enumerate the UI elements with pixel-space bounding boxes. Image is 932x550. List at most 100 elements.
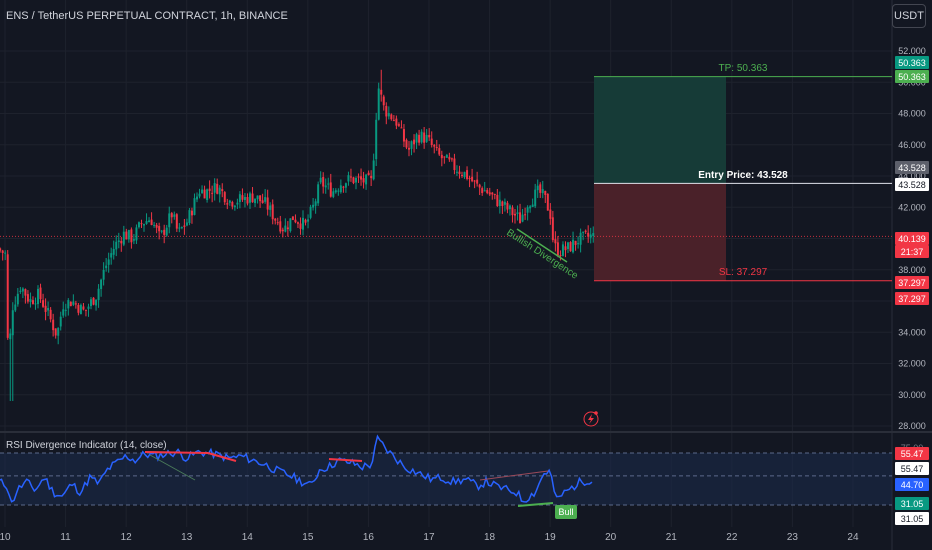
candle-body (52, 319, 55, 331)
candle-body (213, 183, 216, 193)
price-axis[interactable]: 52.00050.00048.00046.00044.00042.00040.0… (895, 46, 929, 525)
divergence-line (516, 228, 568, 263)
candle-body (221, 189, 224, 192)
candle-body (342, 186, 345, 188)
candle-body (357, 176, 360, 178)
price-tag-text: 43.528 (898, 180, 926, 190)
candle-body (127, 230, 130, 240)
candle-body (370, 175, 373, 179)
candle-body (352, 177, 355, 184)
rsi-tag: 31.05 (895, 497, 929, 510)
time-tick-label: 14 (242, 532, 254, 543)
candle-body (476, 179, 479, 184)
candle-body (461, 174, 464, 176)
price-tick-label: 38.000 (898, 265, 926, 275)
candle-body (254, 198, 257, 204)
candle-body (54, 328, 57, 336)
candle-body (448, 156, 451, 160)
candle-body (511, 207, 514, 216)
candle-body (493, 193, 496, 195)
candle-body (360, 176, 363, 180)
candle-body (304, 219, 307, 223)
candle-body (423, 132, 426, 143)
candle-body (314, 201, 317, 206)
candle-body (74, 303, 77, 305)
candle-body (466, 170, 469, 179)
candle-body (551, 217, 554, 241)
candle-body (566, 242, 569, 249)
candle-body (145, 221, 148, 224)
lightning-icon[interactable] (583, 411, 599, 427)
candle-body (115, 241, 118, 250)
candle-body (544, 190, 547, 195)
candle-body (483, 190, 486, 192)
candle-body (82, 306, 85, 310)
candle-body (344, 183, 347, 188)
candle-body (274, 218, 277, 221)
candle-body (559, 255, 562, 257)
candle-body (158, 226, 161, 232)
candle-body (365, 174, 368, 185)
candle-body (249, 193, 252, 203)
time-tick-label: 15 (302, 532, 314, 543)
candle-body (385, 106, 388, 117)
price-tag-text: 40.139 (898, 234, 926, 244)
candle-body (546, 193, 549, 211)
time-tick-label: 12 (121, 532, 133, 543)
rsi-hidden-divergence (479, 470, 549, 481)
candle-body (455, 171, 458, 173)
candle-body (110, 253, 113, 258)
rsi-band (0, 453, 892, 505)
candle-body (299, 223, 302, 229)
candle-body (95, 299, 98, 306)
time-tick-label: 16 (363, 532, 375, 543)
candle-body (579, 232, 582, 245)
candle-body (135, 227, 138, 241)
candle-body (180, 227, 183, 229)
price-tag: 21:37 (895, 245, 929, 258)
candle-body (143, 224, 146, 226)
candle-body (347, 175, 350, 182)
candle-body (185, 222, 188, 226)
rsi-line (0, 434, 593, 503)
candle-body (271, 204, 274, 220)
sl-label: SL: 37.297 (719, 267, 768, 278)
time-axis[interactable]: 10 11 12 13 14 15 16 17 18 19 20 21 22 23 24 (0, 532, 859, 543)
candle-body (408, 147, 411, 150)
candle-body (14, 304, 17, 311)
rsi-tag: 55.47 (895, 447, 929, 460)
candle-body (574, 240, 577, 245)
candle-body (473, 180, 476, 182)
currency-button[interactable]: USDT (892, 4, 926, 28)
candle-body (238, 194, 241, 202)
candle-body (231, 201, 234, 207)
divergence-label: Bullish Divergence (504, 227, 580, 282)
candle-body (349, 176, 352, 178)
time-tick-label: 18 (484, 532, 496, 543)
candle-body (337, 190, 340, 192)
candle-body (206, 189, 209, 201)
rsi-pane: Bull (0, 434, 892, 519)
candle-body (218, 187, 221, 195)
candle-body (334, 190, 337, 193)
price-tag: 50.363 (895, 70, 929, 83)
candle-body (226, 203, 229, 205)
candle-body (178, 227, 181, 229)
candle-body (155, 224, 158, 228)
candle-body (519, 212, 522, 224)
rsi-indicator-title[interactable]: RSI Divergence Indicator (14, close) (6, 440, 167, 451)
candle-body (201, 189, 204, 194)
candle-body (208, 188, 211, 191)
candle-body (9, 333, 12, 340)
time-tick-label: 19 (545, 532, 557, 543)
candle-body (319, 177, 322, 183)
candle-body (468, 178, 471, 180)
candle-body (498, 199, 501, 207)
candle-body (160, 230, 163, 232)
candle-body (529, 206, 532, 209)
rsi-tag-text: 31.05 (901, 499, 924, 509)
candle-body (534, 189, 537, 207)
candle-body (425, 134, 428, 142)
candle-body (458, 171, 461, 174)
